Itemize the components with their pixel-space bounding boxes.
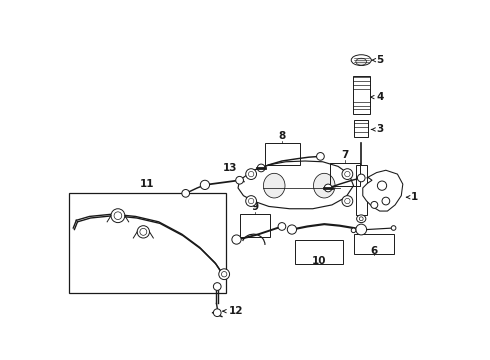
Ellipse shape — [219, 269, 229, 280]
Bar — [356, 165, 367, 215]
Ellipse shape — [359, 217, 363, 221]
Ellipse shape — [214, 309, 221, 316]
Ellipse shape — [287, 225, 296, 234]
Ellipse shape — [356, 58, 367, 65]
Text: 2: 2 — [377, 183, 384, 193]
Text: 13: 13 — [223, 163, 238, 173]
Ellipse shape — [382, 197, 390, 205]
Ellipse shape — [140, 228, 147, 235]
Ellipse shape — [278, 222, 286, 230]
Text: 7: 7 — [342, 150, 349, 160]
Polygon shape — [363, 170, 403, 211]
Ellipse shape — [344, 198, 350, 204]
Text: 10: 10 — [312, 256, 326, 266]
Ellipse shape — [200, 180, 210, 189]
Ellipse shape — [357, 215, 366, 222]
Ellipse shape — [246, 169, 257, 180]
Ellipse shape — [214, 283, 221, 291]
Ellipse shape — [351, 228, 356, 233]
Text: 9: 9 — [251, 202, 259, 212]
Text: 6: 6 — [370, 246, 377, 256]
Ellipse shape — [324, 184, 332, 192]
Bar — [240, 214, 270, 237]
Bar — [330, 163, 361, 186]
Ellipse shape — [248, 171, 254, 177]
Ellipse shape — [377, 181, 387, 190]
Ellipse shape — [246, 195, 257, 206]
Ellipse shape — [182, 189, 190, 197]
Ellipse shape — [114, 212, 122, 220]
Ellipse shape — [236, 176, 244, 184]
Ellipse shape — [232, 235, 241, 244]
Ellipse shape — [351, 55, 371, 66]
Ellipse shape — [111, 209, 125, 222]
Ellipse shape — [314, 173, 335, 198]
Text: 11: 11 — [140, 179, 155, 189]
Ellipse shape — [264, 173, 285, 198]
Bar — [265, 143, 300, 165]
Bar — [353, 76, 369, 114]
Ellipse shape — [248, 198, 254, 204]
Text: 8: 8 — [278, 131, 286, 141]
Text: 1: 1 — [411, 192, 418, 202]
Bar — [354, 120, 368, 137]
Ellipse shape — [342, 169, 353, 180]
Text: 12: 12 — [229, 306, 244, 316]
Ellipse shape — [371, 202, 378, 208]
Ellipse shape — [356, 224, 367, 235]
Ellipse shape — [344, 171, 350, 177]
Bar — [69, 193, 226, 293]
Ellipse shape — [357, 174, 365, 182]
Text: 4: 4 — [377, 92, 384, 102]
Bar — [295, 239, 343, 264]
Ellipse shape — [317, 153, 324, 160]
Polygon shape — [238, 161, 354, 209]
Bar — [354, 234, 393, 254]
Ellipse shape — [392, 226, 396, 230]
Ellipse shape — [137, 226, 149, 238]
Text: 5: 5 — [377, 55, 384, 65]
Ellipse shape — [221, 271, 227, 277]
Text: 3: 3 — [377, 125, 384, 134]
Ellipse shape — [257, 164, 265, 172]
Ellipse shape — [342, 195, 353, 206]
